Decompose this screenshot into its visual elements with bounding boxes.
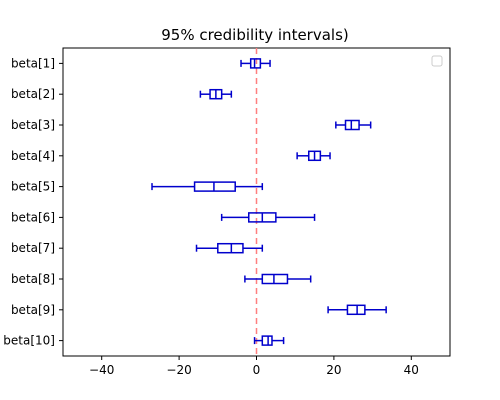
- x-tick-label: 0: [253, 363, 261, 377]
- interval-box: [346, 304, 366, 316]
- chart-title: 95% credibility intervals): [161, 26, 349, 44]
- interval-7: [195, 242, 264, 254]
- y-tick-label: beta[8]: [11, 272, 55, 286]
- interval-box: [249, 58, 262, 69]
- y-tick-label: beta[4]: [11, 149, 55, 163]
- interval-box: [217, 242, 244, 254]
- y-tick-label: beta[2]: [11, 87, 55, 101]
- x-tick-label: 40: [404, 363, 419, 377]
- y-tick-label: beta[9]: [11, 303, 55, 317]
- axes-layer: −40 −20 0 20 40 beta[1] beta[2] beta[3] beta[4] b…: [3, 56, 419, 377]
- x-tick-label: −20: [166, 363, 191, 377]
- y-tick-label: beta[10]: [3, 334, 55, 348]
- interval-3: [335, 119, 372, 131]
- interval-4: [296, 150, 331, 162]
- x-tick-label: −40: [89, 363, 114, 377]
- interval-boxes-layer: [151, 58, 387, 346]
- interval-8: [244, 273, 312, 285]
- interval-box: [344, 119, 360, 131]
- interval-9: [327, 304, 387, 316]
- y-tick-label: beta[6]: [11, 210, 55, 224]
- interval-1: [240, 58, 271, 69]
- legend-box: [431, 55, 443, 67]
- interval-5: [151, 181, 264, 192]
- interval-box: [261, 335, 273, 346]
- y-tick-label: beta[1]: [11, 56, 55, 70]
- interval-2: [199, 88, 233, 100]
- interval-6: [220, 212, 316, 223]
- x-tick-label: 20: [326, 363, 341, 377]
- y-tick-label: beta[3]: [11, 118, 55, 132]
- y-tick-label: beta[5]: [11, 180, 55, 194]
- interval-10: [253, 335, 285, 346]
- interval-box: [193, 181, 236, 192]
- y-tick-label: beta[7]: [11, 241, 55, 255]
- interval-box: [261, 273, 289, 285]
